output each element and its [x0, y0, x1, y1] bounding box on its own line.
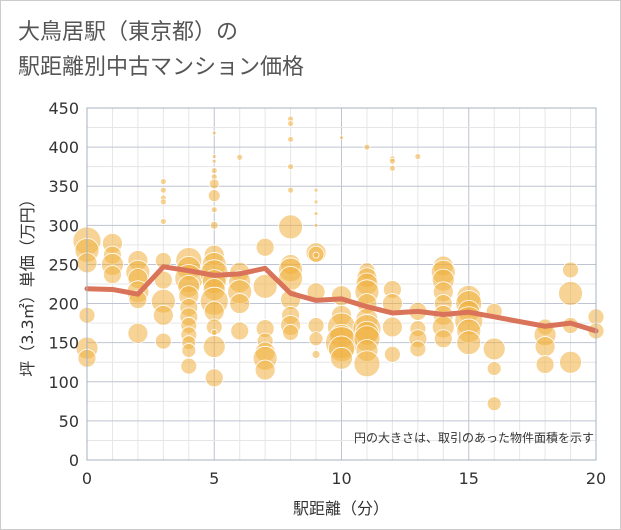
bubble-point [388, 164, 396, 172]
bubble-point [534, 336, 556, 357]
bubble-point [159, 198, 167, 206]
bubble-point [252, 273, 278, 299]
bubble-point [287, 135, 295, 143]
bubble-point [339, 135, 344, 141]
bubble-point [210, 206, 218, 214]
bubble-point [180, 357, 198, 375]
bubble-point [363, 143, 371, 151]
title-line-2: 駅距離別中古マンション価格 [18, 55, 305, 80]
bubble-point [211, 130, 217, 136]
bubble-point [154, 332, 172, 350]
bubble-point [308, 331, 324, 347]
y-axis-label: 坪（3.3㎡）単価（万円） [18, 191, 37, 376]
bubble-point [254, 359, 276, 381]
x-tick-label: 10 [331, 469, 351, 488]
plot-border [86, 107, 597, 461]
y-tick-label: 100 [48, 373, 79, 392]
title-line-1: 大鳥居駅（東京都）の [18, 20, 239, 45]
bubble-point [278, 214, 304, 240]
bubble-point [159, 186, 167, 194]
bubble-point [330, 346, 353, 370]
bubble-point [203, 300, 225, 322]
bubble-point [103, 265, 122, 285]
y-tick-label: 300 [48, 216, 79, 235]
chart-title: 大鳥居駅（東京都）の 駅距離別中古マンション価格 [18, 15, 304, 85]
bubble-point [414, 153, 422, 160]
bubble-point [312, 251, 320, 259]
bubble-point [211, 158, 217, 164]
bubble-point [313, 211, 319, 217]
bubble-point [211, 154, 217, 159]
bubble-point [313, 187, 319, 193]
bubble-point [210, 167, 218, 174]
bubble-point [535, 355, 555, 374]
bubble-point [433, 329, 453, 349]
bubble-point [229, 293, 251, 314]
y-tick-label: 350 [48, 177, 79, 196]
axes: 0 50 100 150 200 250 300 350 400 450 0 5 10 15 20 [48, 99, 606, 488]
x-axis-label: 駅距離（分） [293, 499, 389, 518]
bubble-point [209, 220, 219, 230]
bubble-point [210, 329, 218, 336]
bubble-point [311, 349, 321, 359]
average-line [84, 264, 599, 334]
bubble-point [482, 337, 506, 361]
bubble-point [236, 153, 244, 161]
x-tick-label: 20 [586, 469, 606, 488]
bubble-point [558, 280, 583, 306]
y-tick-label: 400 [48, 138, 79, 157]
x-tick-label: 5 [209, 469, 219, 488]
x-tick-label: 15 [459, 469, 479, 488]
bubble-point [202, 335, 226, 358]
bubble-point [287, 186, 295, 194]
bubble-point [287, 120, 295, 128]
bubble-point [456, 330, 482, 356]
bubble-point [181, 343, 197, 358]
bubble-point [255, 237, 275, 257]
bubble-point [313, 199, 319, 205]
bubble-point [381, 316, 403, 338]
y-tick-label: 50 [59, 412, 79, 431]
bubble-point [388, 157, 396, 165]
bubble-point [486, 361, 502, 376]
y-tick-label: 150 [48, 334, 79, 353]
bubble-point [562, 261, 579, 279]
bubble-series [72, 115, 605, 412]
bubble-point [230, 321, 250, 341]
y-tick-label: 0 [69, 451, 79, 470]
bubble-point [383, 345, 401, 363]
bubble-point [159, 178, 167, 185]
bubble-point [307, 317, 325, 334]
bubble-size-note: 円の大きさは、取引のあった物件面積を示す [354, 430, 594, 445]
bubble-point [409, 340, 427, 358]
bubble-point [204, 368, 224, 388]
bubble-point [159, 218, 167, 225]
x-tick-label: 0 [82, 469, 92, 488]
bubble-point [486, 396, 502, 412]
bubble-point [207, 189, 221, 203]
bubble-point [152, 304, 174, 326]
bubble-point [208, 178, 220, 190]
bubble-point [313, 222, 319, 228]
bubble-point [559, 350, 582, 374]
y-tick-label: 250 [48, 255, 79, 274]
average-price-line [84, 264, 599, 334]
bubble-point [282, 324, 300, 341]
y-tick-label: 450 [48, 99, 79, 118]
bubble-point [127, 322, 149, 344]
bubble-point [287, 163, 295, 171]
bubble-point [353, 350, 381, 378]
y-tick-label: 200 [48, 295, 79, 314]
